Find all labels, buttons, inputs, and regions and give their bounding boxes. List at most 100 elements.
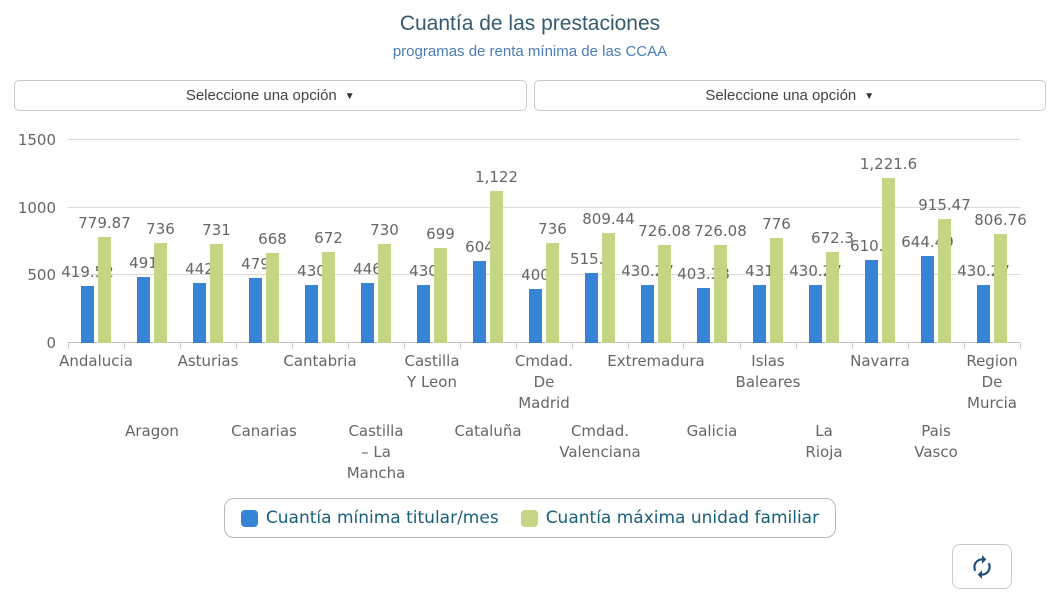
legend-label: Cuantía máxima unidad familiar [545, 508, 820, 528]
filters-row: Seleccione una opción ▼ Seleccione una o… [14, 80, 1046, 111]
bar-max[interactable]: 776 [762, 215, 791, 343]
category-group: 430.27 806.76 [957, 140, 1027, 343]
gridline [68, 206, 1020, 208]
refresh-button[interactable] [952, 544, 1012, 589]
y-axis-tick-label: 1500 [17, 131, 56, 149]
category-group: 515.3 809.44 [570, 140, 635, 343]
x-axis-category-label: Castilla – La Mancha [346, 422, 406, 482]
bar-value-label: 446 [353, 259, 382, 278]
bar-max[interactable]: 668 [258, 230, 287, 343]
category-group: 442 731 [180, 140, 236, 343]
legend-item-min[interactable]: Cuantía mínima titular/mes [240, 508, 499, 528]
x-axis-category-label: Islas Baleares [735, 352, 801, 391]
bar-min[interactable]: 431 [745, 262, 774, 343]
bar-max[interactable]: 915.47 [918, 196, 971, 343]
bar-min[interactable]: 430.27 [621, 262, 674, 343]
x-axis-category-label: Andalucia [59, 352, 133, 370]
legend-swatch [240, 509, 258, 527]
bar-max[interactable]: 736 [538, 220, 567, 343]
x-axis-tick [739, 343, 741, 349]
bar-min[interactable]: 515.3 [570, 250, 613, 343]
x-axis-category-label: Asturias [177, 352, 239, 370]
category-group: 479 668 [236, 140, 292, 343]
refresh-icon [973, 554, 991, 579]
x-axis-tick [347, 343, 349, 349]
bar-min[interactable]: 430.27 [957, 262, 1010, 343]
legend-swatch [520, 509, 538, 527]
x-axis-tick [683, 343, 685, 349]
bar-min[interactable]: 479 [241, 255, 270, 343]
bar-max[interactable]: 1,122 [475, 168, 518, 343]
bar-max[interactable]: 726.08 [638, 222, 691, 343]
category-group: 604 1,122 [460, 140, 518, 343]
bar-value-label: 668 [258, 229, 287, 248]
bar-max[interactable]: 672 [314, 229, 343, 343]
bar-value-label: 776 [762, 214, 791, 233]
y-axis-tick-label: 500 [27, 266, 56, 285]
category-group: 491 736 [124, 140, 180, 343]
x-axis-tick [1019, 343, 1021, 349]
select-option-1[interactable]: Seleccione una opción ▼ [14, 80, 527, 111]
x-axis-tick [291, 343, 293, 349]
select-option-2-label: Seleccione una opción [705, 87, 857, 104]
bar-value-label: 809.44 [582, 210, 635, 229]
bar-max[interactable]: 806.76 [974, 211, 1027, 343]
select-option-2[interactable]: Seleccione una opción ▼ [533, 80, 1046, 111]
x-axis-category-label: Cmdad. De Madrid [514, 352, 574, 412]
bar-value-label: 604 [465, 238, 494, 257]
y-axis-labels: 0 500 1000 1500 [0, 131, 56, 352]
bar-value-label: 479 [241, 255, 270, 274]
bar-max[interactable]: 672.3 [811, 229, 854, 343]
bar-min[interactable]: 419.52 [61, 263, 114, 343]
category-group: 644.49 915.47 [901, 140, 971, 343]
bar-min[interactable]: 430 [409, 262, 438, 343]
x-axis-tick [235, 343, 237, 349]
category-group: 430.27 726.08 [621, 140, 691, 343]
gridline [68, 274, 1020, 276]
x-axis-category-label: Cantabria [283, 352, 357, 370]
bar-max[interactable]: 736 [146, 220, 175, 343]
bar-min[interactable]: 446 [353, 260, 382, 343]
bar-max[interactable]: 726.08 [694, 222, 747, 343]
bar-value-label: 915.47 [918, 196, 971, 215]
bar-value-label: 736 [538, 220, 567, 239]
bar-max[interactable]: 731 [202, 221, 231, 343]
category-group: 400 736 [516, 140, 572, 343]
gridline [68, 342, 1020, 343]
bar-value-label: 400 [521, 265, 550, 284]
bar-min[interactable]: 610.8 [850, 237, 893, 343]
legend-item-max[interactable]: Cuantía máxima unidad familiar [520, 508, 820, 528]
bar-max[interactable]: 1,221.6 [860, 155, 917, 343]
category-group: 431 776 [740, 140, 796, 343]
x-axis-tick [459, 343, 461, 349]
bar-max[interactable]: 779.87 [78, 214, 131, 343]
x-axis-tick [627, 343, 629, 349]
bar-max[interactable]: 699 [426, 225, 455, 343]
bar-min[interactable]: 604 [465, 238, 494, 343]
bar-min[interactable]: 403.38 [677, 265, 730, 343]
x-axis-tick [123, 343, 125, 349]
x-axis-tick [515, 343, 517, 349]
bar-min[interactable]: 442 [185, 260, 214, 343]
bar-value-label: 1,221.6 [859, 154, 918, 173]
x-axis-tick [795, 343, 797, 349]
bar-min[interactable]: 430.27 [789, 262, 842, 343]
bar-min[interactable]: 400 [521, 266, 550, 343]
bar-value-label: 430 [409, 261, 438, 280]
x-axis-category-label: Extremadura [607, 352, 705, 370]
category-group: 610.8 1,221.6 [850, 140, 917, 343]
page-title: Cuantía de las prestaciones [399, 12, 661, 35]
bar-min[interactable]: 430 [297, 262, 326, 343]
y-axis-tick-label: 1000 [17, 198, 56, 217]
bar-max[interactable]: 809.44 [582, 210, 635, 343]
plot-area: 419.52 779.87 491 736 442 731 479 668 430 672 446 7… [61, 139, 1027, 343]
bar-chart: 0 500 1000 1500 419.52 779.87 491 736 442 731 479… [0, 127, 1060, 484]
bar-min[interactable]: 491 [129, 254, 158, 343]
bar-min[interactable]: 644.49 [901, 233, 954, 343]
legend-label: Cuantía mínima titular/mes [265, 508, 499, 528]
category-group: 419.52 779.87 [61, 140, 131, 343]
x-axis-ticks [67, 343, 1021, 349]
x-axis-category-label: Pais Vasco [914, 422, 958, 461]
bar-max[interactable]: 730 [370, 221, 399, 343]
